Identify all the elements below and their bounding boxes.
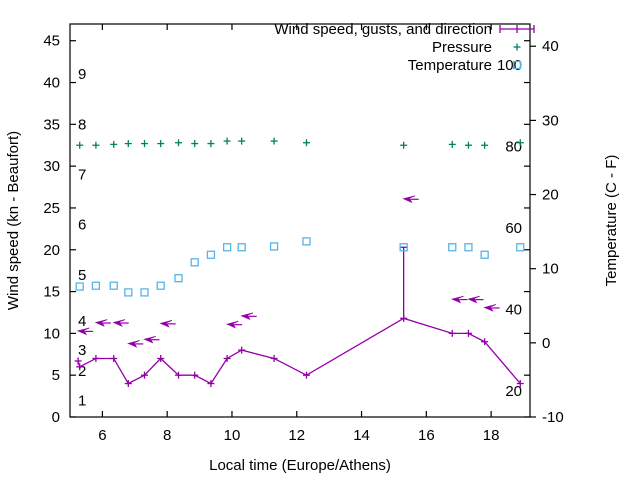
y2-tick-label: 20 — [542, 187, 559, 204]
beaufort-label: 3 — [78, 342, 86, 359]
temperature-marker — [206, 250, 216, 259]
temperature-marker — [399, 243, 408, 252]
beaufort-label: 2 — [78, 363, 86, 380]
temperature-marker — [109, 281, 118, 290]
temperature-marker — [464, 243, 473, 252]
x-tick-label: 10 — [224, 427, 241, 444]
y-axis-title: Wind speed (kn - Beaufort) — [5, 131, 22, 310]
y-tick-label: 40 — [43, 75, 60, 92]
beaufort-label: 8 — [78, 116, 86, 133]
wind-direction-arrow — [240, 312, 254, 321]
x-tick-label: 16 — [418, 427, 435, 444]
beaufort-label: 4 — [78, 313, 86, 330]
wind-direction-arrow — [225, 320, 239, 329]
wind-direction-arrow — [127, 340, 140, 348]
beaufort-label: 7 — [78, 167, 86, 184]
fahrenheit-label: 100 — [497, 57, 522, 74]
temperature-marker — [302, 237, 311, 246]
temperature-marker — [448, 243, 457, 252]
y2-tick-label: -10 — [542, 409, 564, 426]
wind-direction-arrow — [143, 335, 156, 344]
y-tick-label: 30 — [43, 158, 60, 175]
temperature-marker — [124, 288, 133, 297]
temperature-marker — [237, 243, 246, 252]
y-tick-label: 0 — [52, 409, 60, 426]
wind-direction-arrow — [159, 320, 173, 328]
y-tick-label: 45 — [43, 33, 60, 50]
fahrenheit-label: 40 — [505, 301, 522, 318]
x-tick-label: 14 — [353, 427, 370, 444]
x-tick-label: 6 — [98, 427, 106, 444]
wind-direction-arrow — [94, 319, 108, 327]
wind-direction-arrow — [76, 327, 90, 336]
temperature-marker — [480, 250, 489, 259]
temperature-marker — [174, 274, 183, 283]
temperature-marker — [140, 288, 149, 297]
beaufort-label: 9 — [78, 66, 86, 83]
y2-tick-label: 30 — [542, 112, 559, 129]
wind-direction-arrow — [112, 319, 126, 327]
legend-label-1: Pressure — [432, 39, 492, 56]
wind-direction-arrow — [451, 295, 464, 304]
legend-label-0: Wind speed, gusts, and direction — [274, 21, 492, 38]
y2-tick-label: 40 — [542, 38, 559, 55]
wind-direction-arrow — [483, 304, 497, 312]
fahrenheit-label: 20 — [505, 383, 522, 400]
y-tick-label: 15 — [43, 284, 60, 301]
y-tick-label: 35 — [43, 116, 60, 133]
x-tick-label: 12 — [288, 427, 305, 444]
wind-direction-arrow — [467, 295, 480, 304]
beaufort-label: 1 — [78, 392, 86, 409]
temperature-marker — [91, 281, 101, 290]
y-tick-label: 20 — [43, 242, 60, 259]
temperature-marker — [156, 281, 165, 290]
y2-tick-label: 0 — [542, 335, 550, 352]
y-tick-label: 10 — [43, 325, 60, 342]
temperature-marker — [269, 242, 279, 251]
temperature-marker — [222, 243, 232, 252]
x-axis-title: Local time (Europe/Athens) — [209, 457, 391, 474]
y2-axis-title: Temperature (C - F) — [603, 155, 620, 287]
fahrenheit-label: 80 — [505, 138, 522, 155]
temperature-marker — [516, 243, 525, 252]
legend-label-2: Temperature — [408, 57, 492, 74]
legend-marker-square — [512, 60, 522, 70]
beaufort-label: 5 — [78, 267, 86, 284]
y2-tick-label: 10 — [542, 261, 559, 278]
plot-border — [69, 23, 531, 418]
wind-direction-arrow — [402, 195, 416, 204]
temperature-marker — [75, 282, 84, 291]
fahrenheit-label: 60 — [505, 220, 522, 237]
beaufort-label: 6 — [78, 217, 86, 234]
x-tick-label: 8 — [163, 427, 171, 444]
y-tick-label: 5 — [52, 367, 60, 384]
x-tick-label: 18 — [483, 427, 500, 444]
temperature-marker — [190, 258, 199, 267]
y-tick-label: 25 — [43, 200, 60, 217]
